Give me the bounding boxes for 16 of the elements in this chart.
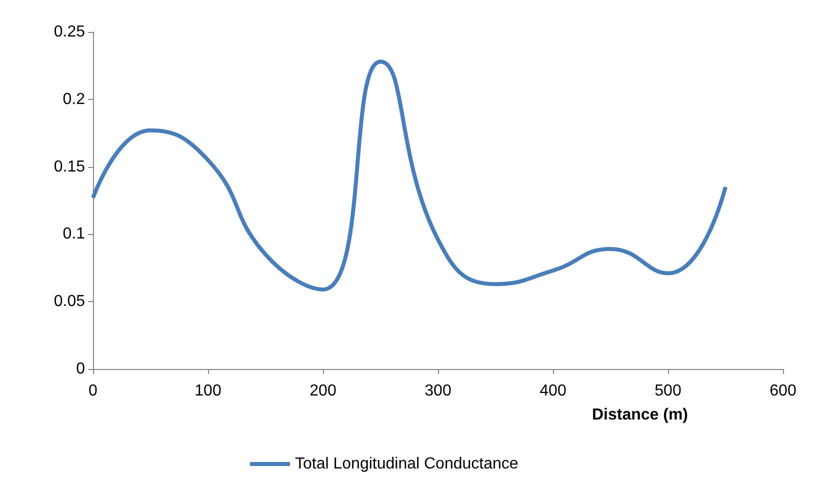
line-series [91,60,728,292]
y-tick-label: 0.15 [54,158,86,176]
x-tick-label: 0 [88,382,98,400]
y-tick-label: 0.1 [62,226,86,243]
x-axis-title: Distance (m) [592,406,688,424]
y-tick-label: 0.05 [54,293,86,310]
x-tick-label: 300 [424,382,452,400]
y-tick-label: 0.25 [54,24,86,40]
x-tick-label: 400 [540,382,566,400]
y-tick-label: 0 [76,360,86,378]
x-tick-label: 200 [310,382,336,400]
legend-label: Total Longitudinal Conductance [295,456,518,472]
y-tick-label: 0.2 [62,90,86,108]
x-tick-label: 600 [770,382,796,400]
x-tick-label: 500 [654,382,682,400]
x-tick-label: 100 [194,382,222,400]
